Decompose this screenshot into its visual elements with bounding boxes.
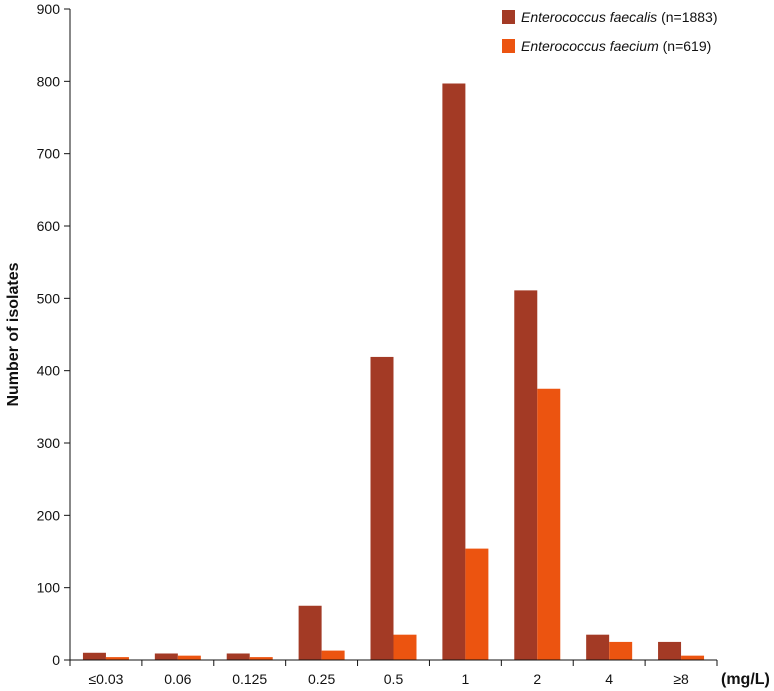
x-tick-label: 0.5 [384,671,404,687]
y-tick-label: 800 [37,73,61,89]
y-tick-label: 100 [37,580,61,596]
bar-series-2 [609,641,633,660]
bar-series-2 [393,634,417,660]
y-tick-label: 0 [52,652,60,668]
bar-series-2 [681,655,705,660]
x-tick-label: ≤0.03 [88,671,123,687]
x-tick-label: 1 [461,671,469,687]
bar-series-2 [465,548,489,660]
bar-series-1 [442,83,466,660]
bar-series-1 [586,634,610,660]
y-tick-label: 200 [37,507,61,523]
y-tick-label: 300 [37,435,61,451]
y-tick-label: 600 [37,218,61,234]
y-axis-title: Number of isolates [5,262,22,406]
bar-series-2 [537,388,561,660]
bar-series-1 [226,653,250,660]
legend-label: Enterococcus faecium (n=619) [521,38,711,54]
bar-series-1 [82,652,106,660]
bars [82,83,705,660]
bar-series-2 [105,657,129,660]
bar-series-2 [321,650,345,660]
y-tick-label: 900 [37,1,61,17]
y-tick-label: 700 [37,146,61,162]
x-tick-label: 4 [605,671,613,687]
legend-label: Enterococcus faecalis (n=1883) [521,9,718,25]
bar-series-1 [658,641,682,660]
y-axis-ticks: 0 100 200 300 400 500 600 700 800 900 [37,1,70,668]
x-tick-label: 0.06 [164,671,191,687]
x-axis-ticks: ≤0.03 0.06 0.125 0.25 0.5 1 2 4 ≥8 [69,660,718,687]
x-tick-label: 2 [533,671,541,687]
bar-series-2 [177,655,201,660]
bar-series-1 [298,605,322,660]
legend: Enterococcus faecalis (n=1883) Enterococc… [502,9,718,54]
legend-swatch [502,39,515,53]
bar-series-1 [370,356,394,660]
x-tick-label: 0.25 [308,671,335,687]
x-tick-label: ≥8 [673,671,689,687]
legend-swatch [502,10,515,24]
y-tick-label: 500 [37,290,61,306]
y-tick-label: 400 [37,363,61,379]
bar-series-1 [154,653,178,660]
bar-series-1 [514,290,538,660]
x-tick-label: 0.125 [232,671,267,687]
x-axis-title: (mg/L) [721,671,770,688]
bar-series-2 [249,657,273,660]
